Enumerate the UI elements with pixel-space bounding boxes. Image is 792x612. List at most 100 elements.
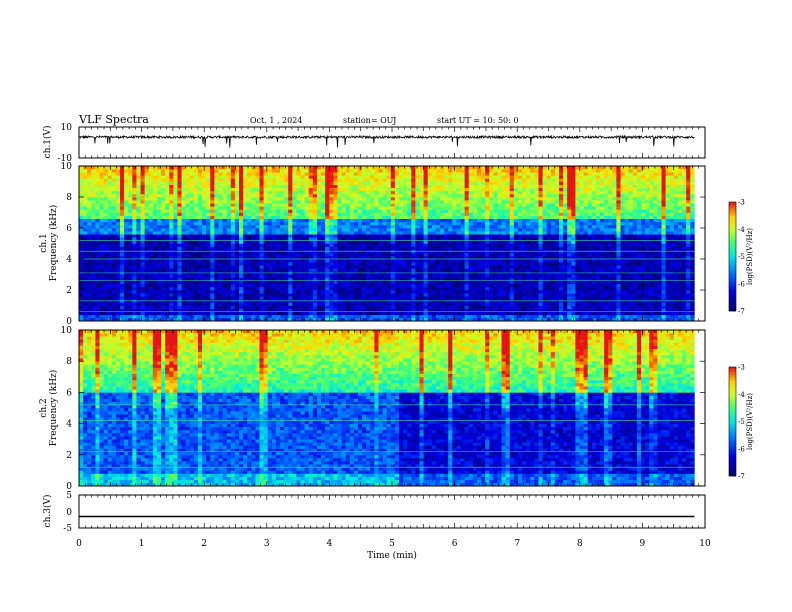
spectrogram-cell	[91, 190, 96, 195]
spectrogram-cell	[366, 197, 371, 201]
spectrogram-cell	[230, 290, 236, 294]
spectrogram-cell	[132, 221, 137, 226]
spectrogram-cell	[152, 252, 158, 257]
spectrogram-cell	[423, 218, 428, 223]
spectrogram-cell	[329, 308, 334, 312]
spectrogram-cell	[292, 181, 297, 185]
spectrogram-cell	[460, 246, 465, 250]
spectrogram-cell	[456, 302, 461, 306]
spectrogram-cell	[390, 268, 396, 272]
spectrogram-cell	[284, 280, 289, 285]
spectrogram-cell	[79, 209, 84, 213]
spectrogram-cell	[435, 187, 441, 192]
spectrogram-cell	[218, 243, 223, 247]
spectrogram-cell	[456, 197, 461, 201]
spectrogram-cell	[165, 187, 170, 192]
spectrogram-cell	[435, 228, 441, 232]
spectrogram-cell	[345, 283, 351, 288]
spectrogram-cell	[370, 255, 375, 260]
spectrogram-cell	[440, 265, 445, 269]
spectrogram-cell	[444, 228, 449, 232]
spectrogram-cell	[378, 286, 383, 291]
spectrogram-cell	[243, 311, 248, 316]
spectrogram-cell	[173, 212, 178, 216]
spectrogram-cell	[427, 169, 433, 173]
spectrogram-cell	[173, 243, 178, 247]
spectrogram-cell	[193, 190, 199, 195]
spectrogram-cell	[218, 252, 223, 257]
spectrogram-cell	[337, 181, 342, 185]
spectrogram-cell	[345, 305, 351, 309]
spectrogram-cell	[128, 209, 133, 213]
spectrogram-cell	[136, 302, 141, 306]
spectrogram-cell	[136, 243, 141, 247]
spectrogram-cell	[427, 206, 433, 210]
spectrogram-cell	[165, 302, 170, 306]
spectrogram-cell	[275, 259, 281, 263]
spectrogram-cell	[329, 252, 334, 257]
spectrogram-cell	[329, 169, 334, 173]
spectrogram-cell	[411, 252, 416, 257]
spectrogram-cell	[251, 215, 256, 219]
spectrogram-cell	[370, 262, 375, 266]
spectrogram-cell	[370, 290, 375, 294]
spectrogram-cell	[378, 231, 383, 235]
spectrogram-cell	[280, 314, 285, 319]
spectrogram-cell	[374, 277, 379, 281]
spectrogram-cell	[415, 259, 420, 263]
spectrogram-cell	[259, 190, 264, 195]
spectrogram-cell	[378, 200, 383, 204]
spectrogram-cell	[181, 293, 186, 297]
spectrogram-cell	[103, 243, 109, 247]
spectrogram-cell	[296, 240, 301, 244]
spectrogram-cell	[456, 259, 461, 263]
spectrogram-cell	[321, 221, 326, 226]
spectrogram-cell	[247, 305, 252, 309]
spectrogram-cell	[91, 237, 96, 241]
spectrogram-cell	[321, 308, 326, 312]
spectrogram-cell	[288, 311, 293, 316]
spectrogram-cell	[366, 178, 371, 182]
spectrogram-cell	[189, 197, 195, 201]
spectrogram-cell	[99, 296, 104, 300]
spectrogram-cell	[275, 187, 281, 192]
spectrogram-cell	[460, 228, 465, 232]
spectrogram-cell	[243, 166, 248, 170]
spectrogram-cell	[353, 302, 359, 306]
spectrogram-cell	[444, 175, 449, 179]
spectrogram-cell	[132, 311, 137, 316]
spectrogram-cell	[386, 212, 392, 216]
spectrogram-cell	[468, 317, 474, 322]
spectrogram-cell	[321, 293, 326, 297]
spectrogram-cell	[255, 317, 260, 322]
spectrogram-cell	[357, 302, 363, 306]
spectrogram-cell	[243, 290, 248, 294]
spectrogram-cell	[107, 212, 113, 216]
spectrogram-cell	[427, 277, 433, 281]
spectrogram-cell	[349, 221, 355, 226]
spectrogram-cell	[181, 209, 186, 213]
spectrogram-cell	[128, 212, 133, 216]
spectrogram-cell	[165, 296, 170, 300]
spectrogram-cell	[316, 305, 322, 309]
spectrogram-cell	[362, 212, 367, 216]
spectrogram-cell	[177, 302, 182, 306]
spectrogram-cell	[423, 286, 428, 291]
spectrogram-cell	[111, 262, 117, 266]
spectrogram-cell	[206, 184, 211, 188]
spectrogram-cell	[325, 317, 330, 322]
spectrogram-cell	[210, 234, 215, 238]
spectrogram-cell	[312, 206, 318, 210]
spectrogram-cell	[362, 311, 367, 316]
spectrogram-cell	[234, 203, 240, 207]
spectrogram-cell	[366, 259, 371, 263]
spectrogram-cell	[177, 246, 182, 250]
spectrogram-cell	[222, 190, 227, 195]
spectrogram-cell	[271, 166, 277, 170]
spectrogram-cell	[99, 290, 104, 294]
spectrogram-cell	[197, 190, 203, 195]
spectrogram-cell	[456, 290, 461, 294]
spectrogram-cell	[288, 169, 293, 173]
spectrogram-cell	[91, 265, 96, 269]
spectrogram-cell	[308, 314, 314, 319]
